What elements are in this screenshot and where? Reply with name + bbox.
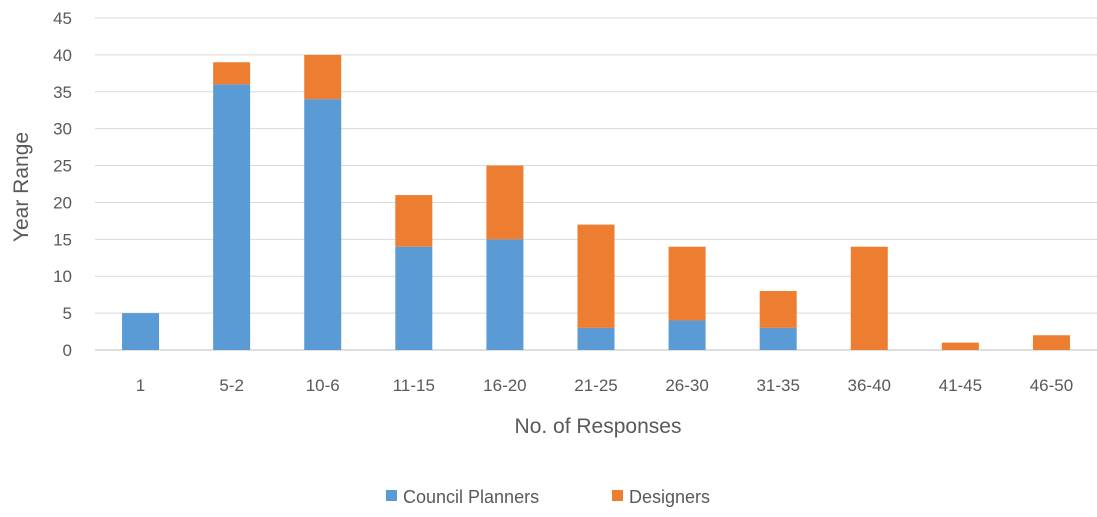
legend-swatch-council-planners xyxy=(386,490,397,501)
bar-council-planners-5-2 xyxy=(213,84,251,351)
x-tick-label: 5-2 xyxy=(219,376,244,395)
bar-council-planners-31-35 xyxy=(759,327,797,350)
bar-designers-21-25 xyxy=(577,224,615,328)
x-tick-label: 26-30 xyxy=(665,376,708,395)
legend-label-designers: Designers xyxy=(629,487,710,507)
x-tick-label: 46-50 xyxy=(1030,376,1073,395)
y-axis-title: Year Range xyxy=(10,132,33,242)
bar-designers-36-40 xyxy=(850,246,888,350)
x-tick-label: 11-15 xyxy=(393,376,435,395)
legend-label-council-planners: Council Planners xyxy=(403,487,539,507)
bar-council-planners-21-25 xyxy=(577,327,615,350)
y-tick-label: 20 xyxy=(53,193,72,212)
y-tick-label: 40 xyxy=(53,46,72,65)
y-tick-labels: 0 5 10 15 20 25 30 35 40 45 xyxy=(53,9,72,360)
x-tick-label: 31-35 xyxy=(756,376,799,395)
bar-council-planners-16-20 xyxy=(486,239,524,350)
x-tick-label: 10-6 xyxy=(306,376,340,395)
bar-designers-31-35 xyxy=(759,290,797,328)
bar-council-planners-26-30 xyxy=(668,320,706,350)
y-tick-label: 5 xyxy=(63,304,72,323)
x-tick-label: 41-45 xyxy=(939,376,982,395)
y-tick-label: 30 xyxy=(53,120,72,139)
bar-designers-5-2 xyxy=(213,62,251,85)
gridlines xyxy=(95,17,1097,351)
bar-designers-26-30 xyxy=(668,246,706,321)
bar-designers-46-50 xyxy=(1032,335,1070,350)
y-tick-label: 10 xyxy=(53,267,72,286)
legend-swatch-designers xyxy=(612,490,623,501)
bar-designers-16-20 xyxy=(486,165,524,240)
bars xyxy=(122,54,1070,351)
bar-council-planners-10-6 xyxy=(304,99,342,351)
bar-designers-41-45 xyxy=(941,342,979,350)
bar-council-planners-1 xyxy=(122,313,160,350)
bar-council-planners-11-15 xyxy=(395,246,433,350)
y-tick-label: 35 xyxy=(53,83,72,102)
y-tick-label: 25 xyxy=(53,157,72,176)
x-tick-label: 36-40 xyxy=(848,376,891,395)
x-tick-label: 21-25 xyxy=(574,376,617,395)
x-axis-title: No. of Responses xyxy=(515,415,682,438)
x-tick-label: 1 xyxy=(136,376,145,395)
x-tick-label: 16-20 xyxy=(483,376,526,395)
bar-designers-11-15 xyxy=(395,195,433,247)
y-tick-label: 45 xyxy=(53,9,72,28)
x-tick-labels: 1 5-2 10-6 11-15 16-20 21-25 26-30 31-35 36-40 41… xyxy=(136,376,1073,395)
legend: Council Planners Designers xyxy=(386,487,710,507)
bar-designers-10-6 xyxy=(304,54,342,100)
y-tick-label: 0 xyxy=(63,341,72,360)
y-tick-label: 15 xyxy=(53,230,72,249)
